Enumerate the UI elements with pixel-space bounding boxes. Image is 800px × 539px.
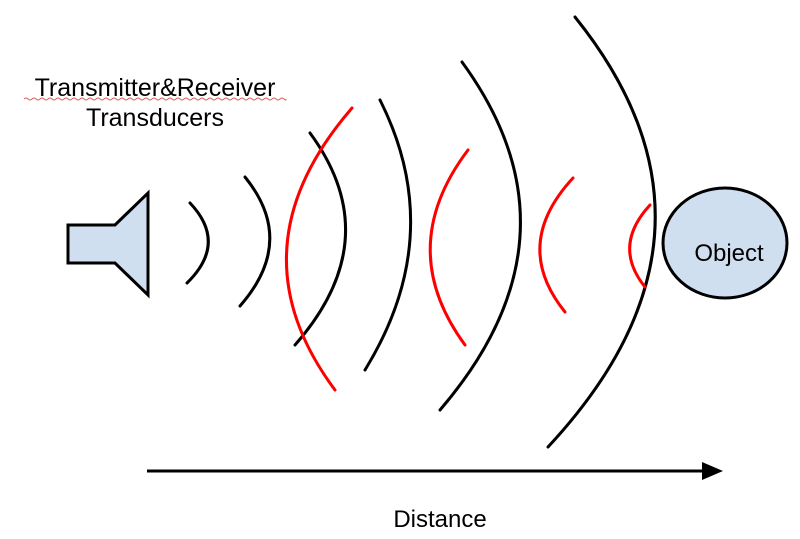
emitted-wave-4: [363, 98, 413, 372]
emitted-wave-5: [438, 60, 522, 412]
emitted-wave-1: [185, 201, 210, 285]
distance-arrowhead: [702, 462, 723, 480]
emitted-wave-2: [238, 175, 272, 308]
object-ellipse: [661, 186, 789, 300]
distance-label: Distance: [393, 506, 486, 533]
title-line-1: Transmitter&Receiver: [35, 74, 276, 102]
emitted-wave-6: [546, 15, 657, 449]
echo-wave-4: [628, 203, 652, 289]
echo-wave-2: [428, 148, 470, 347]
emitted-wave-3: [293, 131, 348, 347]
echo-wave-3: [538, 176, 575, 314]
transducer-speaker-icon: [66, 189, 150, 299]
echo-wave-1: [284, 106, 354, 392]
title-line-2: Transducers: [86, 104, 224, 132]
object-label: Object: [694, 240, 764, 267]
spellcheck-underline: [23, 97, 287, 101]
